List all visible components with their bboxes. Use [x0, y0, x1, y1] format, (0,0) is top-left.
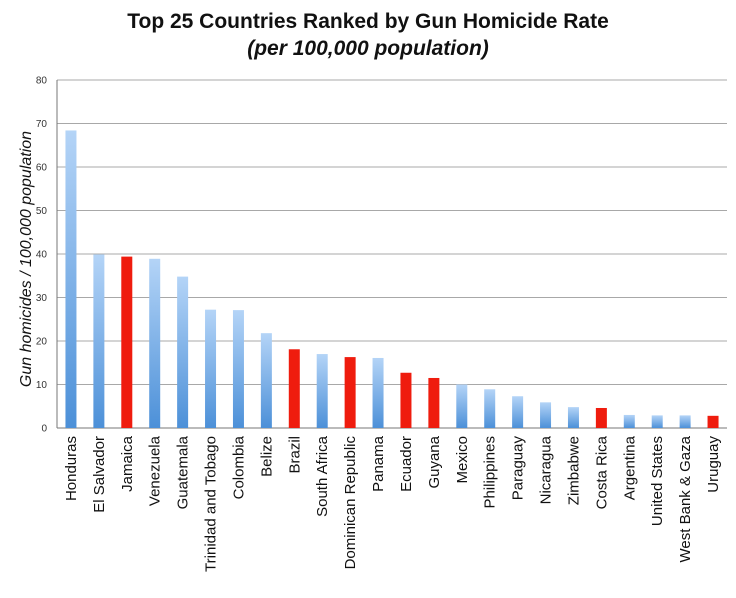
x-category-label: Venezuela: [147, 435, 164, 506]
x-category-label: Dominican Republic: [342, 436, 359, 570]
bar-dominican-republic: [344, 357, 356, 428]
x-category-label: Guatemala: [175, 435, 192, 509]
x-category-labels: Honduras El Salvador Jamaica Venezuela Guate…: [63, 435, 722, 572]
y-axis-label: Gun homicides / 100,000 population: [18, 131, 35, 387]
y-tick-label: 40: [36, 250, 48, 261]
x-category-label: Ecuador: [398, 436, 415, 492]
y-tick-label: 10: [36, 380, 48, 391]
x-category-label: Trinidad and Tobago: [203, 436, 220, 572]
x-category-label: South Africa: [314, 435, 331, 517]
x-category-label: Guyana: [426, 435, 443, 488]
x-category-label: United States: [649, 436, 666, 526]
x-category-label: El Salvador: [91, 436, 108, 513]
bar-paraguay: [512, 396, 524, 428]
bar-el-salvador: [93, 254, 105, 428]
x-category-label: Zimbabwe: [565, 436, 582, 505]
y-tick-label: 0: [41, 424, 47, 435]
bar-honduras: [65, 130, 77, 428]
x-category-label: Jamaica: [119, 435, 136, 492]
x-category-label: Brazil: [286, 436, 303, 474]
bar-uruguay: [707, 415, 719, 428]
x-category-label: Philippines: [482, 436, 499, 509]
x-category-label: Mexico: [454, 436, 471, 484]
chart-subtitle: (per 100,000 population): [247, 37, 489, 60]
x-category-label: Panama: [370, 435, 387, 492]
bar-united-states: [651, 415, 663, 428]
bar-argentina: [623, 414, 635, 428]
bar-belize: [260, 333, 272, 428]
x-category-label: Argentina: [621, 435, 638, 500]
x-category-label: Costa Rica: [593, 435, 610, 509]
bar-nicaragua: [540, 402, 552, 428]
bars: [65, 130, 719, 428]
x-category-label: Nicaragua: [538, 435, 555, 504]
bar-trinidad-and-tobago: [205, 309, 217, 428]
bar-colombia: [232, 310, 244, 428]
bar-guyana: [428, 377, 440, 428]
bar-zimbabwe: [567, 407, 579, 428]
y-tick-label: 30: [36, 293, 48, 304]
bar-brazil: [288, 349, 300, 428]
y-tick-label: 60: [36, 163, 48, 174]
y-tick-label: 20: [36, 337, 48, 348]
y-tick-labels: 0 10 20 30 40 50 60 70 80: [36, 76, 48, 435]
y-tick-label: 50: [36, 206, 48, 217]
bar-mexico: [456, 384, 468, 428]
x-category-label: Paraguay: [510, 436, 527, 501]
bar-costa-rica: [595, 407, 607, 428]
bar-west-bank-gaza: [679, 415, 691, 428]
bar-panama: [372, 357, 384, 428]
x-category-label: Belize: [258, 436, 275, 477]
bar-ecuador: [400, 372, 412, 428]
x-category-label: Honduras: [63, 436, 80, 501]
x-category-label: Uruguay: [705, 436, 722, 493]
bar-jamaica: [121, 256, 133, 428]
bar-philippines: [484, 389, 496, 428]
bar-guatemala: [177, 276, 189, 428]
bar-south-africa: [316, 354, 328, 428]
chart-title-block: Top 25 Countries Ranked by Gun Homicide …: [0, 8, 736, 62]
x-category-label: West Bank & Gaza: [677, 435, 694, 562]
x-category-label: Colombia: [230, 435, 247, 499]
bar-venezuela: [149, 258, 161, 428]
y-tick-label: 70: [36, 119, 48, 130]
gridlines: [56, 79, 727, 429]
y-tick-label: 80: [36, 76, 48, 87]
chart-title: Top 25 Countries Ranked by Gun Homicide …: [127, 10, 609, 33]
